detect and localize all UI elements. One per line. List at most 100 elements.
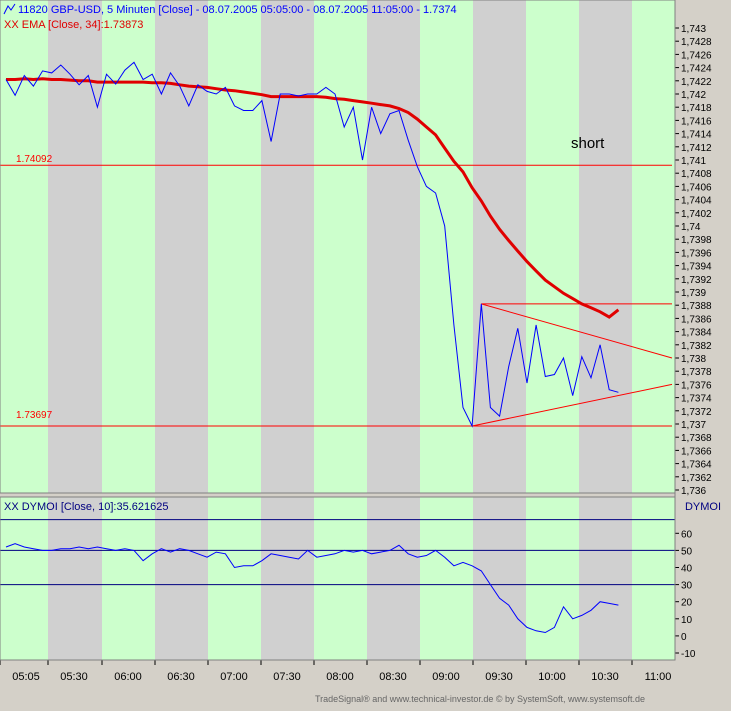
time-stripe [420,497,473,660]
price-tick-label: 1,7408 [681,169,712,180]
time-stripe [473,0,526,493]
price-tick-label: 1,7428 [681,37,712,48]
price-axis: 1,736 1,7362 1,7364 1,7366 1,7368 1,737 1,7372… [675,24,712,497]
price-tick-label: 1,7398 [681,235,712,246]
time-stripe [526,0,579,493]
dymoi-tick-label: 0 [681,632,687,643]
dymoi-tick-label: 50 [681,546,693,557]
price-tick-label: 1,739 [681,288,706,299]
price-tick-label: 1,7362 [681,473,712,484]
line-chart-icon [3,3,16,15]
time-stripe [102,0,155,493]
price-tick-label: 1,7424 [681,64,712,75]
price-tick-label: 1,7404 [681,196,712,207]
dymoi-tick-label: -10 [681,649,696,660]
time-stripes-main [0,0,675,493]
time-tick-label: 09:00 [432,671,460,683]
price-tick-label: 1,736 [681,486,706,497]
time-stripes-indicator [0,497,675,660]
triangle-edge [481,303,673,359]
time-tick-label: 05:30 [60,671,88,683]
short-annotation: short [571,135,605,152]
time-stripe [367,0,420,493]
ema-header: XX EMA [Close, 34]:1.73873 [4,19,143,31]
price-tick-label: 1,7412 [681,143,712,154]
price-tick-label: 1,7376 [681,380,712,391]
time-tick-label: 06:00 [114,671,142,683]
time-stripe [0,497,48,660]
dymoi-tick-label: 20 [681,598,693,609]
dymoi-axis: -10 0 10 20 30 40 50 60 [675,529,696,660]
price-tick-label: 1,7386 [681,314,712,325]
time-stripe [208,497,261,660]
time-tick-label: 11:00 [645,671,672,683]
dymoi-line [5,543,619,634]
time-stripe [48,497,102,660]
price-tick-label: 1,737 [681,420,706,431]
time-stripe [473,497,526,660]
time-stripe [208,0,261,493]
price-tick-label: 1,7384 [681,328,712,339]
level-low-label: 1.73697 [16,410,53,421]
time-stripe [314,0,367,493]
time-stripe [579,0,632,493]
price-tick-label: 1,7366 [681,446,712,457]
price-tick-label: 1,7416 [681,116,712,127]
main-header: 11820 GBP-USD, 5 Minuten [Close] - 08.07… [18,4,457,16]
time-stripe [261,0,314,493]
price-tick-label: 1,74 [681,222,701,233]
price-tick-label: 1,7414 [681,130,712,141]
time-tick-label: 06:30 [167,671,195,683]
level-high-label: 1.74092 [16,154,53,165]
dymoi-header: XX DYMOI [Close, 10]:35.621625 [4,501,168,513]
triangle-edge [472,383,673,427]
price-tick-label: 1,7422 [681,77,712,88]
price-tick-label: 1,7402 [681,209,712,220]
price-tick-label: 1,742 [681,90,706,101]
time-tick-label: 07:00 [220,671,248,683]
time-stripe [155,0,208,493]
time-stripe [155,497,208,660]
time-stripe [632,497,675,660]
time-tick-label: 05:05 [12,671,40,683]
price-tick-label: 1,7406 [681,182,712,193]
time-tick-label: 07:30 [273,671,301,683]
time-stripe [48,0,102,493]
price-tick-label: 1,7392 [681,275,712,286]
horizontal-levels [0,164,672,427]
time-tick-label: 10:00 [538,671,566,683]
time-stripe [102,497,155,660]
price-tick-label: 1,7396 [681,248,712,259]
time-tick-label: 08:30 [379,671,407,683]
dymoi-tick-label: 30 [681,581,693,592]
time-stripe [579,497,632,660]
time-axis: 05:05 05:30 06:00 06:30 07:00 07:30 08:00 08:30… [0,660,671,683]
price-tick-label: 1,7364 [681,460,712,471]
time-stripe [367,497,420,660]
price-tick-label: 1,7378 [681,367,712,378]
time-stripe [632,0,675,493]
triangle-lines [472,303,673,427]
time-tick-label: 08:00 [326,671,354,683]
price-tick-label: 1,7374 [681,394,712,405]
price-tick-label: 1,7382 [681,341,712,352]
time-tick-label: 09:30 [485,671,513,683]
dymoi-tick-label: 40 [681,564,693,575]
price-tick-label: 1,7372 [681,407,712,418]
price-tick-label: 1,7368 [681,433,712,444]
dymoi-tick-label: 10 [681,615,693,626]
ema-line [6,77,620,319]
price-tick-label: 1,7394 [681,262,712,273]
dymoi-corner-label: DYMOI [685,501,721,513]
price-tick-label: 1,743 [681,24,706,35]
footer-credit: TradeSignal® and www.technical-investor.… [315,694,645,704]
dymoi-reference-lines [0,519,675,586]
time-stripe [526,497,579,660]
time-stripe [261,497,314,660]
dymoi-tick-label: 60 [681,529,693,540]
price-tick-label: 1,738 [681,354,706,365]
price-tick-label: 1,7418 [681,103,712,114]
price-tick-label: 1,7388 [681,301,712,312]
